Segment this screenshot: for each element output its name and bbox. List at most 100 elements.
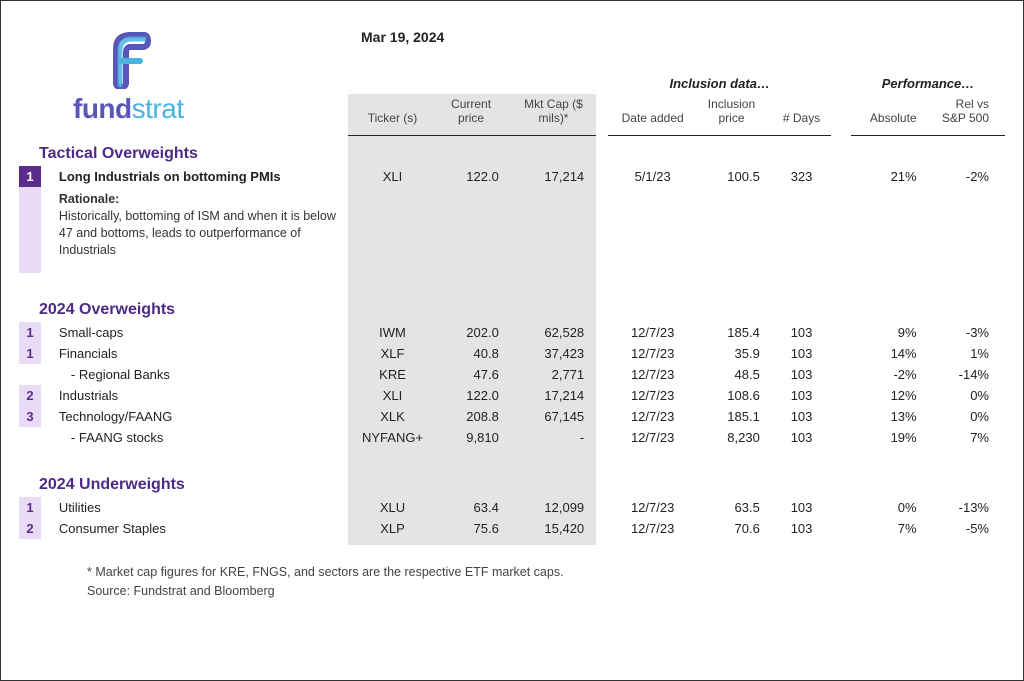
cell-current-price: 202.0 <box>437 322 517 343</box>
section-tactical: Tactical Overweights <box>19 135 1005 166</box>
cell-inclusion-price: 48.5 <box>697 364 772 385</box>
table-row: 1 FinancialsXLF40.837,423 12/7/2335.9103 14… <box>19 343 1005 364</box>
col-date-added: Date added <box>608 94 697 129</box>
cell-date-added: 12/7/23 <box>608 364 697 385</box>
cell-rel: -14% <box>931 364 1005 385</box>
cell-ticker: KRE <box>348 364 438 385</box>
section-overweights: 2024 Overweights <box>19 291 1005 322</box>
cell-current-price: 122.0 <box>437 166 517 187</box>
cell-date-added: 12/7/23 <box>608 518 697 539</box>
cell-rel: 0% <box>931 385 1005 406</box>
cell-rel: 0% <box>931 406 1005 427</box>
section-tactical-title: Tactical Overweights <box>19 135 348 166</box>
cell-rel: -2% <box>931 166 1005 187</box>
table-row: 2IndustrialsXLI122.017,21412/7/23108.610… <box>19 385 1005 406</box>
cell-ticker: XLP <box>348 518 438 539</box>
cell-ticker: XLU <box>348 497 438 518</box>
cell-current-price: 47.6 <box>437 364 517 385</box>
row-name: Long Industrials on bottoming PMIs <box>53 166 348 187</box>
cell-days: 103 <box>772 497 831 518</box>
row-name: Financials <box>53 343 348 364</box>
cell-ticker: XLF <box>348 343 438 364</box>
performance-group-header: Performance… <box>851 73 1005 94</box>
cell-ticker: NYFANG+ <box>348 427 438 448</box>
cell-inclusion-price: 63.5 <box>697 497 772 518</box>
cell-inclusion-price: 100.5 <box>697 166 772 187</box>
cell-days: 103 <box>772 427 831 448</box>
cell-mkt-cap: 37,423 <box>517 343 596 364</box>
cell-absolute: 21% <box>851 166 931 187</box>
logo-fund-text: fund <box>73 93 132 124</box>
cell-rel: -13% <box>931 497 1005 518</box>
cell-current-price: 122.0 <box>437 385 517 406</box>
col-days: # Days <box>772 94 831 129</box>
rationale-label: Rationale: <box>59 192 119 206</box>
row-name: - FAANG stocks <box>53 427 348 448</box>
footnote: * Market cap figures for KRE, FNGS, and … <box>87 563 1005 601</box>
cell-date-added: 12/7/23 <box>608 427 697 448</box>
rank-badge: 2 <box>19 385 41 406</box>
cell-ticker: XLI <box>348 385 438 406</box>
row-name: Industrials <box>53 385 348 406</box>
cell-current-price: 63.4 <box>437 497 517 518</box>
col-rel: Rel vs S&P 500 <box>931 94 1005 129</box>
cell-inclusion-price: 70.6 <box>697 518 772 539</box>
cell-mkt-cap: 67,145 <box>517 406 596 427</box>
row-name: Technology/FAANG <box>53 406 348 427</box>
holdings-table: Inclusion data… Performance… Ticker (s) … <box>19 73 1005 545</box>
cell-rel: 7% <box>931 427 1005 448</box>
cell-mkt-cap: 2,771 <box>517 364 596 385</box>
report-date: Mar 19, 2024 <box>361 29 444 45</box>
section-ow-title: 2024 Overweights <box>19 291 348 322</box>
cell-days: 103 <box>772 322 831 343</box>
cell-days: 323 <box>772 166 831 187</box>
logo-area: fundstrat <box>73 27 184 125</box>
rank-badge: 1 <box>19 343 41 364</box>
section-underweights: 2024 Underweights <box>19 466 1005 497</box>
cell-absolute: 0% <box>851 497 931 518</box>
cell-date-added: 12/7/23 <box>608 385 697 406</box>
cell-absolute: 14% <box>851 343 931 364</box>
cell-absolute: 19% <box>851 427 931 448</box>
cell-date-added: 5/1/23 <box>608 166 697 187</box>
row-name: Utilities <box>53 497 348 518</box>
inclusion-group-header: Inclusion data… <box>608 73 831 94</box>
col-mkt-cap: Mkt Cap ($ mils)* <box>517 94 596 129</box>
cell-absolute: -2% <box>851 364 931 385</box>
cell-mkt-cap: - <box>517 427 596 448</box>
cell-mkt-cap: 62,528 <box>517 322 596 343</box>
cell-rel: -3% <box>931 322 1005 343</box>
fundstrat-logo-icon <box>100 27 156 89</box>
logo-text: fundstrat <box>73 93 184 125</box>
cell-inclusion-price: 35.9 <box>697 343 772 364</box>
rank-badge: 1 <box>19 166 41 187</box>
table-row: - Regional BanksKRE47.62,77112/7/2348.51… <box>19 364 1005 385</box>
cell-rel: -5% <box>931 518 1005 539</box>
cell-current-price: 208.8 <box>437 406 517 427</box>
rank-badge: 3 <box>19 406 41 427</box>
cell-days: 103 <box>772 364 831 385</box>
rank-badge: 2 <box>19 518 41 539</box>
section-uw-title: 2024 Underweights <box>19 466 348 497</box>
cell-mkt-cap: 12,099 <box>517 497 596 518</box>
table-row: 1Small-capsIWM202.062,52812/7/23185.4103… <box>19 322 1005 343</box>
cell-mkt-cap: 17,214 <box>517 385 596 406</box>
table-row: 2Consumer StaplesXLP75.615,42012/7/2370.… <box>19 518 1005 539</box>
rank-badge: 1 <box>19 497 41 518</box>
logo-strat-text: strat <box>132 93 184 124</box>
cell-date-added: 12/7/23 <box>608 343 697 364</box>
cell-days: 103 <box>772 343 831 364</box>
cell-days: 103 <box>772 518 831 539</box>
cell-current-price: 40.8 <box>437 343 517 364</box>
cell-current-price: 9,810 <box>437 427 517 448</box>
footnote-line1: * Market cap figures for KRE, FNGS, and … <box>87 565 564 579</box>
col-inclusion-price: Inclusion price <box>697 94 772 129</box>
cell-date-added: 12/7/23 <box>608 497 697 518</box>
col-current-price: Current price <box>437 94 517 129</box>
cell-ticker: XLI <box>348 166 438 187</box>
rationale-row: Rationale: Historically, bottoming of IS… <box>19 187 1005 273</box>
cell-inclusion-price: 108.6 <box>697 385 772 406</box>
cell-absolute: 7% <box>851 518 931 539</box>
col-absolute: Absolute <box>851 94 931 129</box>
cell-days: 103 <box>772 406 831 427</box>
